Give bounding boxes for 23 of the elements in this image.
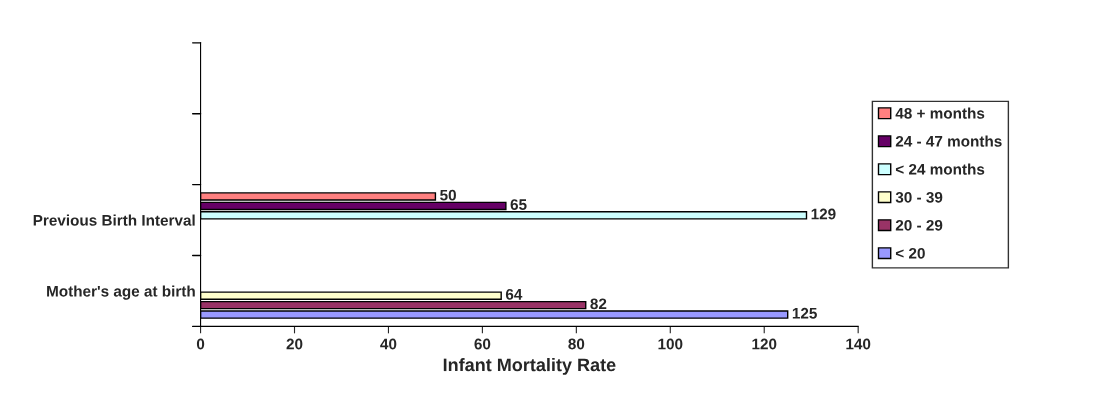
data-label: 65	[510, 199, 527, 210]
data-label: 125	[792, 307, 817, 319]
x-tick-label: 80	[568, 338, 585, 350]
y-tick-label: Previous Birth Interval	[33, 214, 195, 226]
legend-label: < 20	[895, 247, 925, 259]
x-tick-label: 100	[658, 338, 683, 350]
legend-label: 20 - 29	[895, 219, 943, 231]
data-label: 82	[590, 298, 607, 310]
x-tick-label: 0	[196, 338, 205, 350]
x-axis-title: Infant Mortality Rate	[443, 358, 616, 375]
legend-label: 30 - 39	[895, 191, 943, 203]
legend-label: 24 - 47 months	[895, 135, 1002, 147]
y-tick-label: Mother's age at birth	[47, 285, 195, 300]
x-tick-label: 140	[846, 338, 871, 350]
x-tick-label: 120	[752, 338, 777, 350]
x-tick-label: 20	[286, 338, 303, 350]
legend-label: < 24 months	[895, 163, 985, 175]
data-label: 50	[440, 189, 456, 201]
data-label: 129	[811, 208, 836, 220]
data-label: 64	[505, 288, 523, 300]
x-tick-label: 60	[474, 338, 491, 350]
x-tick-label: 40	[380, 338, 397, 350]
legend-label: 48 + months	[895, 107, 985, 119]
